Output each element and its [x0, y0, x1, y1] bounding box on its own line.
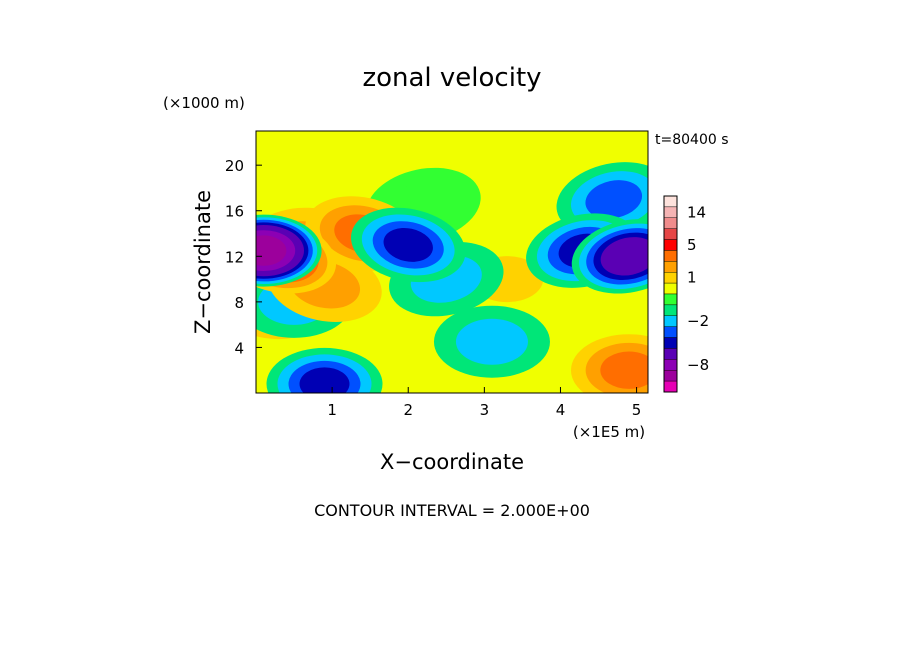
colorbar-labels: 14 5 1 −2 −8 [687, 203, 709, 373]
y-axis-unit: (×1000 m) [163, 94, 245, 112]
plot-frame [255, 130, 649, 394]
colorbar-swatch [663, 337, 678, 349]
contour-region [383, 227, 433, 262]
colorbar-label: 14 [687, 203, 706, 221]
colorbar-label: 5 [687, 236, 697, 254]
colorbar-swatch [663, 228, 678, 240]
y-axis-ticks: 4 8 12 16 20 [225, 157, 262, 357]
colorbar-swatch [663, 348, 678, 360]
x-axis-ticks: 1 2 3 4 5 [327, 387, 641, 419]
x-tick-label: 2 [403, 401, 413, 419]
colorbar [663, 195, 678, 393]
contour-region [600, 351, 648, 389]
x-tick-label: 4 [556, 401, 566, 419]
colorbar-swatch [663, 261, 678, 273]
colorbar-label: 1 [687, 269, 697, 287]
colorbar-label: −8 [687, 356, 709, 374]
contour-region [299, 367, 350, 393]
x-tick-label: 1 [327, 401, 337, 419]
chart-title: zonal velocity [362, 63, 541, 93]
y-tick-label: 8 [234, 294, 244, 312]
y-tick-label: 20 [225, 157, 244, 175]
y-tick-label: 4 [234, 339, 244, 357]
colorbar-swatch [663, 239, 678, 251]
x-tick-label: 3 [480, 401, 490, 419]
contour-field [256, 131, 648, 393]
colorbar-swatch [663, 250, 678, 262]
colorbar-swatch [663, 326, 678, 338]
colorbar-label: −2 [687, 312, 709, 330]
colorbar-swatch [663, 217, 678, 229]
time-label: t=80400 s [655, 132, 729, 148]
colorbar-swatch [663, 380, 678, 393]
x-tick-label: 5 [632, 401, 642, 419]
colorbar-swatch [663, 304, 678, 316]
colorbar-swatch [663, 206, 678, 218]
contour-region [607, 241, 648, 272]
colorbar-swatch [663, 315, 678, 327]
contour-region [256, 238, 283, 264]
colorbar-swatch [663, 293, 678, 306]
x-axis-label: X−coordinate [380, 450, 524, 474]
colorbar-swatch [663, 272, 678, 284]
colorbar-swatch [663, 195, 678, 208]
colorbar-swatch [663, 359, 678, 371]
y-tick-label: 16 [225, 203, 244, 221]
colorbar-frame [663, 195, 678, 393]
contour-region [585, 180, 643, 219]
y-tick-label: 12 [225, 248, 244, 266]
y-axis-label: Z−coordinate [191, 190, 215, 334]
colorbar-swatch [663, 282, 678, 295]
x-axis-unit: (×1E5 m) [573, 423, 645, 441]
colorbar-swatch [663, 370, 678, 382]
contour-region [455, 318, 528, 365]
contour-interval-note: CONTOUR INTERVAL = 2.000E+00 [314, 501, 590, 520]
